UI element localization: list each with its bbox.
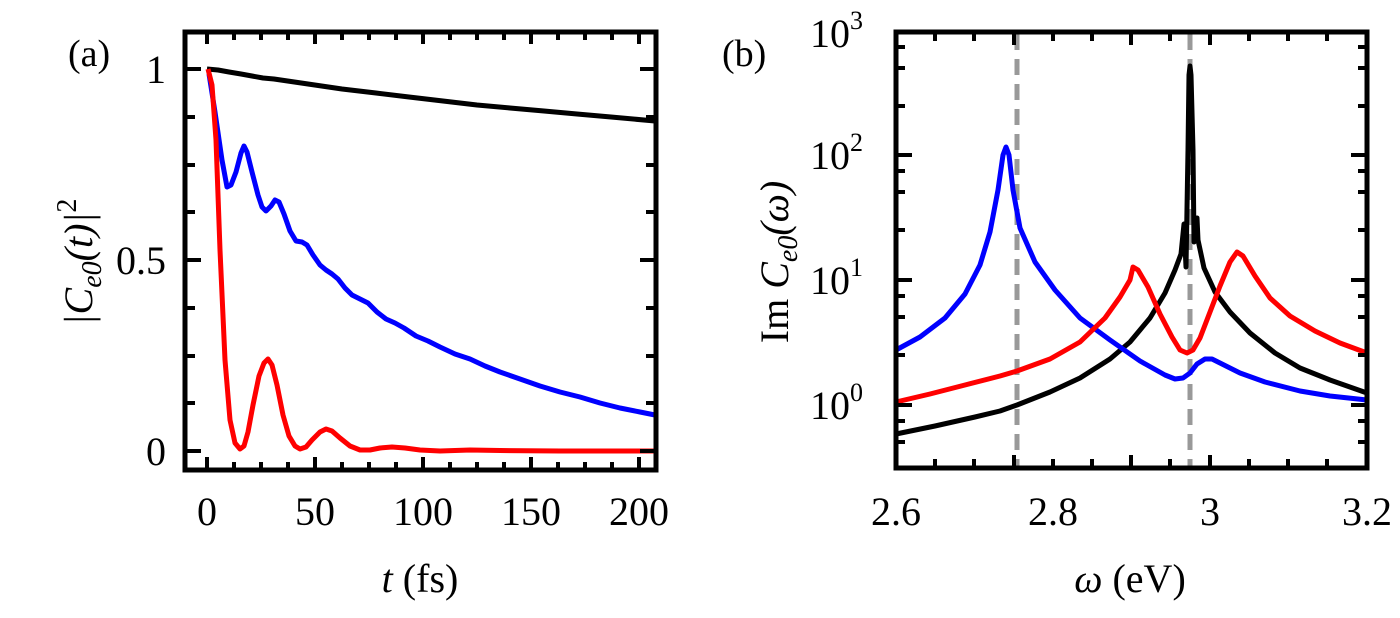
y-tick-label: 1 <box>146 47 166 92</box>
panel-b-x-tick-labels: 2.6 2.8 3 3.2 <box>871 489 1392 534</box>
panel-b-y-tick-labels: 100 101 102 103 <box>810 6 863 428</box>
series-black-line <box>206 66 656 124</box>
series-blue-line <box>206 73 656 418</box>
x-tick-label: 50 <box>295 489 335 534</box>
panel-a-x-ticks <box>205 32 641 470</box>
panel-b-y-ticks <box>896 45 1367 444</box>
x-tick-label: 100 <box>393 489 453 534</box>
panel-a-y-ticks <box>185 67 656 453</box>
panel-b-frame <box>893 29 1370 471</box>
x-tick-label: 200 <box>609 489 669 534</box>
x-tick-label: 0 <box>197 489 217 534</box>
panel-a-y-tick-labels: 0 0.5 1 <box>116 47 166 474</box>
panel-a-x-axis-title: t (fs) <box>382 556 459 601</box>
y-tick-label: 100 <box>810 378 863 428</box>
y-tick-label: 0.5 <box>116 238 166 283</box>
x-tick-label: 3 <box>1200 489 1220 534</box>
y-tick-label: 0 <box>146 429 166 474</box>
panel-a-frame <box>182 29 659 473</box>
panel-a-y-axis-title: |Ce0(t)|2 <box>52 199 108 326</box>
x-tick-label: 3.2 <box>1342 489 1392 534</box>
panel-b-reference-lines <box>1014 34 1193 467</box>
panel-a-plot-area <box>205 66 656 454</box>
panel-a: (a) 0 50 <box>52 29 669 601</box>
panel-b-plot-area <box>894 63 1368 437</box>
x-tick-label: 2.6 <box>871 489 921 534</box>
series-black-line <box>895 63 1368 437</box>
x-tick-label: 150 <box>501 489 561 534</box>
y-tick-label: 102 <box>810 128 863 178</box>
panel-b-label: (b) <box>722 33 766 75</box>
panel-b-x-axis-title: ω (eV) <box>1074 556 1186 601</box>
panel-b-y-axis-title: Im Ce0(ω) <box>752 181 804 343</box>
y-tick-label: 103 <box>810 6 863 56</box>
panel-a-label: (a) <box>68 33 110 75</box>
series-red-line <box>895 249 1368 405</box>
panel-b-x-ticks <box>933 32 1329 468</box>
panel-a-x-tick-labels: 0 50 100 150 200 <box>197 489 669 534</box>
x-tick-label: 2.8 <box>1028 489 1078 534</box>
y-tick-label: 101 <box>810 253 863 303</box>
panel-b: (b) <box>722 6 1392 601</box>
series-red-line <box>205 68 655 454</box>
